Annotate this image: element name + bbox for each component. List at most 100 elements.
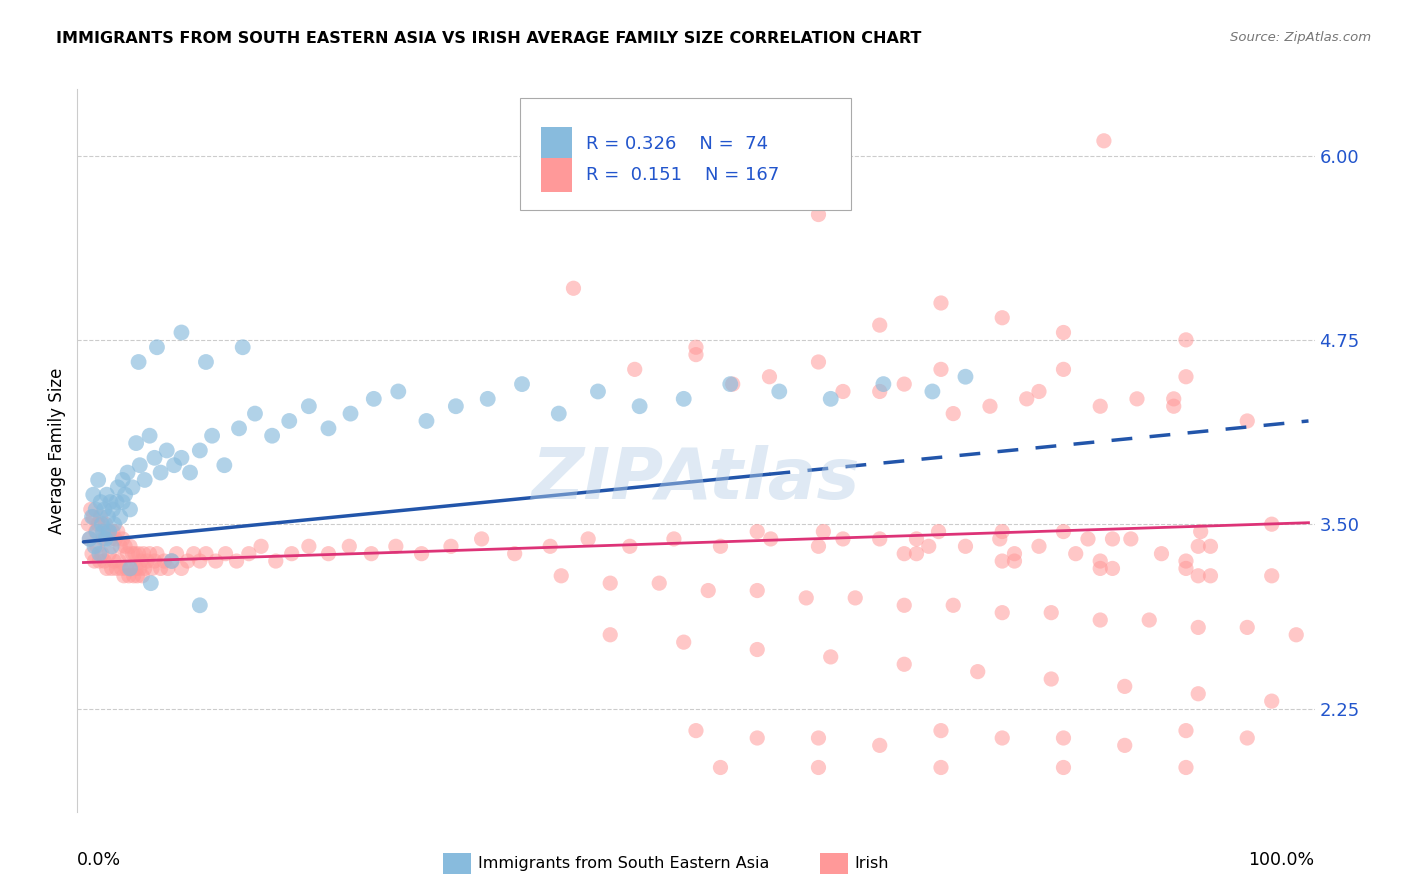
Point — [444, 399, 467, 413]
Point — [141, 561, 163, 575]
Point — [1040, 672, 1063, 686]
Point — [87, 473, 110, 487]
Point — [813, 524, 835, 539]
Point — [685, 340, 707, 354]
Point — [108, 509, 131, 524]
Point — [89, 554, 111, 568]
Point — [807, 760, 830, 774]
Point — [768, 384, 790, 399]
Point — [411, 547, 433, 561]
Point — [685, 348, 707, 362]
Point — [1199, 539, 1222, 553]
Point — [111, 495, 134, 509]
Point — [832, 532, 855, 546]
Point — [1236, 620, 1258, 634]
Point — [90, 495, 112, 509]
Point — [360, 547, 382, 561]
Point — [298, 399, 321, 413]
Point — [156, 561, 179, 575]
Point — [1236, 414, 1258, 428]
Point — [1028, 539, 1050, 553]
Point — [134, 473, 156, 487]
Point — [807, 355, 830, 369]
Point — [93, 554, 115, 568]
Point — [718, 377, 741, 392]
Point — [93, 502, 115, 516]
Point — [103, 554, 125, 568]
Point — [955, 369, 977, 384]
Point — [114, 539, 136, 553]
Point — [298, 539, 321, 553]
Point — [991, 524, 1014, 539]
Point — [747, 583, 769, 598]
Point — [623, 362, 645, 376]
Point — [672, 635, 695, 649]
Point — [628, 399, 651, 413]
Point — [337, 539, 360, 553]
Point — [1090, 399, 1112, 413]
Point — [91, 532, 114, 546]
Point — [1114, 679, 1136, 693]
Text: R =  0.151    N = 167: R = 0.151 N = 167 — [586, 166, 779, 184]
Point — [100, 561, 122, 575]
Point — [139, 576, 162, 591]
Point — [807, 731, 830, 745]
Point — [128, 561, 150, 575]
Point — [103, 517, 125, 532]
Point — [132, 547, 155, 561]
Point — [91, 524, 114, 539]
Point — [138, 428, 160, 442]
Point — [832, 384, 855, 399]
Point — [84, 524, 107, 539]
Point — [201, 428, 224, 442]
Point — [363, 392, 385, 406]
Point — [1077, 532, 1099, 546]
Point — [80, 502, 103, 516]
Point — [339, 407, 361, 421]
Point — [170, 450, 193, 465]
Point — [225, 554, 247, 568]
Point — [228, 421, 250, 435]
Point — [108, 554, 131, 568]
Point — [1175, 554, 1198, 568]
Point — [156, 443, 179, 458]
Point — [929, 296, 952, 310]
Point — [83, 539, 105, 553]
Point — [118, 539, 141, 553]
Point — [1236, 731, 1258, 745]
Point — [80, 547, 103, 561]
Point — [129, 554, 152, 568]
Point — [128, 458, 150, 473]
Point — [118, 561, 141, 575]
Point — [232, 340, 254, 354]
Point — [100, 539, 122, 553]
Point — [1052, 760, 1074, 774]
Point — [80, 509, 103, 524]
Point — [929, 362, 952, 376]
Point — [547, 407, 569, 421]
Point — [918, 539, 941, 553]
Point — [160, 554, 183, 568]
Text: Irish: Irish — [855, 856, 890, 871]
Point — [163, 458, 186, 473]
Point — [1187, 539, 1209, 553]
Point — [79, 532, 101, 546]
Point — [1101, 561, 1123, 575]
Point — [1261, 569, 1284, 583]
Point — [98, 547, 121, 561]
Point — [118, 502, 141, 516]
Point — [179, 466, 201, 480]
Point — [107, 524, 129, 539]
Point — [1052, 362, 1074, 376]
Point — [538, 539, 561, 553]
Point — [79, 532, 101, 546]
Point — [893, 657, 915, 672]
Point — [1028, 384, 1050, 399]
Point — [869, 384, 891, 399]
Point — [188, 554, 211, 568]
Point — [979, 399, 1001, 413]
Point — [928, 524, 950, 539]
Text: 0.0%: 0.0% — [77, 852, 121, 870]
Point — [1175, 723, 1198, 738]
Text: 100.0%: 100.0% — [1249, 852, 1315, 870]
